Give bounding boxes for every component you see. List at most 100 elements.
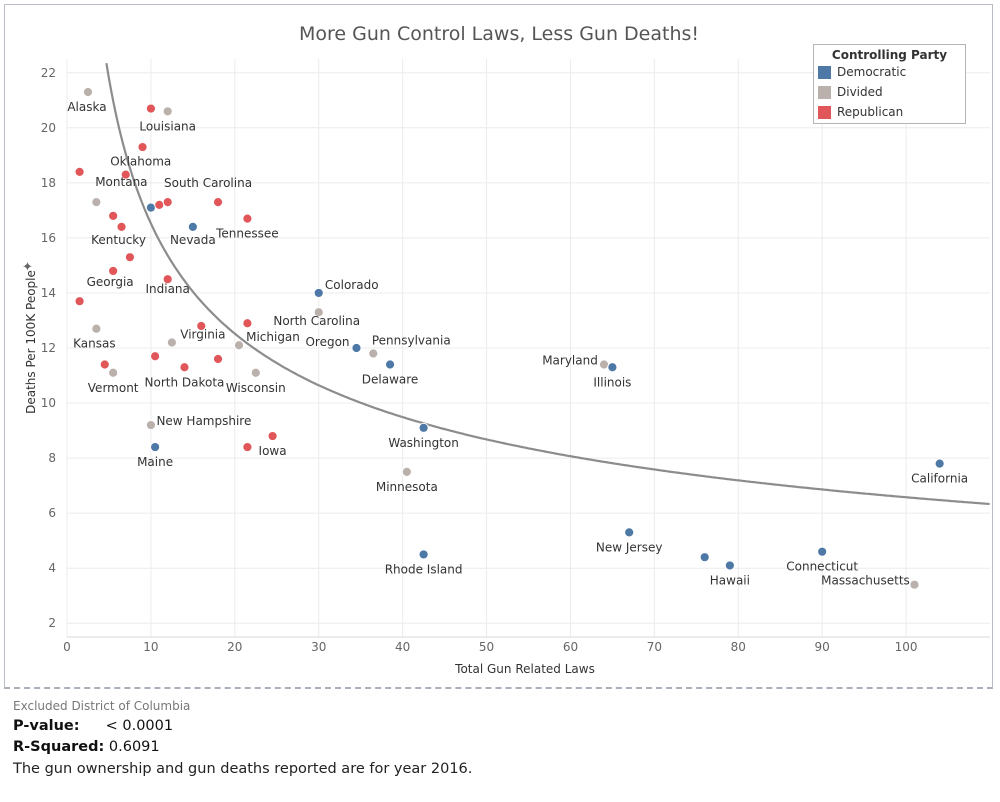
point-label: Tennessee bbox=[215, 227, 279, 241]
data-point[interactable] bbox=[108, 265, 119, 277]
data-point[interactable] bbox=[74, 296, 85, 307]
data-point[interactable] bbox=[166, 337, 177, 348]
axes: 2 4 6 8 10 12 14 16 18 20 22 0 10 20 30 40 50 60 70 80 90 100 bbox=[41, 66, 990, 654]
rsquared-row: R-Squared: 0.6091 bbox=[13, 737, 472, 758]
data-point[interactable] bbox=[82, 86, 94, 98]
legend-swatch-republican bbox=[818, 105, 831, 119]
point-label: California bbox=[911, 472, 968, 486]
data-point[interactable] bbox=[351, 342, 362, 354]
legend[interactable]: Controlling Party Democratic Divided Rep… bbox=[813, 44, 966, 124]
data-point[interactable] bbox=[145, 202, 157, 213]
pin-icon[interactable]: ✦ bbox=[22, 260, 33, 275]
point-label: Oklahoma bbox=[110, 155, 171, 169]
point-label: Iowa bbox=[259, 444, 287, 458]
data-point[interactable] bbox=[108, 367, 119, 378]
data-point[interactable] bbox=[74, 166, 85, 177]
data-point[interactable] bbox=[162, 274, 173, 285]
legend-item-divided[interactable]: Divided bbox=[814, 82, 965, 102]
x-tick-label: 40 bbox=[395, 640, 410, 654]
point-label: Illinois bbox=[593, 375, 631, 389]
point-label: South Carolina bbox=[164, 176, 252, 190]
data-point[interactable] bbox=[162, 197, 173, 208]
y-tick-label: 10 bbox=[41, 396, 56, 410]
data-point[interactable] bbox=[137, 141, 148, 153]
point-label: Kentucky bbox=[91, 233, 146, 247]
legend-label: Divided bbox=[837, 85, 883, 99]
data-point[interactable] bbox=[624, 527, 635, 538]
point-label: Nevada bbox=[170, 233, 216, 247]
data-point[interactable] bbox=[242, 318, 253, 329]
rsquared-value: 0.6091 bbox=[108, 739, 160, 755]
y-tick-label: 14 bbox=[41, 286, 56, 300]
data-point[interactable] bbox=[267, 430, 278, 442]
data-point[interactable] bbox=[313, 287, 324, 299]
pvalue-row: P-value: < 0.0001 bbox=[13, 716, 472, 737]
data-point[interactable] bbox=[116, 221, 127, 232]
data-point[interactable] bbox=[242, 213, 253, 224]
point-label: Georgia bbox=[87, 275, 134, 289]
point-label: Delaware bbox=[362, 373, 419, 387]
data-point[interactable] bbox=[242, 441, 253, 453]
point-label: New Jersey bbox=[596, 540, 663, 554]
data-point[interactable] bbox=[368, 348, 379, 359]
y-tick-label: 18 bbox=[41, 176, 56, 190]
data-point[interactable] bbox=[179, 362, 190, 373]
data-point[interactable] bbox=[313, 307, 324, 318]
data-point[interactable] bbox=[598, 359, 610, 370]
y-tick-label: 12 bbox=[41, 341, 56, 355]
point-label: Hawaii bbox=[710, 573, 750, 587]
data-point[interactable] bbox=[162, 106, 173, 117]
point-label: Kansas bbox=[73, 337, 115, 351]
data-point[interactable] bbox=[196, 320, 207, 332]
legend-item-republican[interactable]: Republican bbox=[814, 102, 965, 122]
data-point[interactable] bbox=[212, 353, 224, 365]
data-point[interactable] bbox=[124, 252, 136, 263]
point-labels: Alaska Louisiana Oklahoma Montana South Caro… bbox=[67, 100, 968, 588]
point-label: Montana bbox=[95, 175, 147, 189]
data-point[interactable] bbox=[724, 560, 735, 571]
data-point[interactable] bbox=[150, 351, 161, 362]
data-point[interactable] bbox=[150, 441, 161, 453]
data-point[interactable] bbox=[909, 579, 920, 590]
data-point[interactable] bbox=[154, 199, 165, 210]
y-tick-label: 2 bbox=[48, 616, 56, 630]
point-label: Connecticut bbox=[786, 560, 858, 574]
legend-swatch-divided bbox=[818, 85, 831, 99]
data-point[interactable] bbox=[99, 359, 110, 370]
data-point[interactable] bbox=[418, 549, 429, 560]
data-point[interactable] bbox=[418, 422, 429, 433]
data-point[interactable] bbox=[934, 458, 945, 469]
data-point[interactable] bbox=[233, 340, 245, 351]
point-label: North Dakota bbox=[145, 375, 225, 389]
data-point[interactable] bbox=[401, 466, 412, 477]
data-point[interactable] bbox=[120, 169, 131, 180]
y-axis-title: Deaths Per 100K People bbox=[24, 270, 38, 414]
data-point[interactable] bbox=[91, 323, 102, 334]
data-point[interactable] bbox=[607, 362, 618, 373]
x-tick-label: 30 bbox=[311, 640, 326, 654]
gridlines bbox=[66, 59, 990, 637]
x-tick-label: 50 bbox=[479, 640, 494, 654]
x-tick-label: 80 bbox=[731, 640, 746, 654]
caption-panel: Excluded District of Columbia P-value: <… bbox=[13, 699, 472, 780]
data-point[interactable] bbox=[145, 419, 157, 431]
data-point[interactable] bbox=[145, 103, 157, 114]
data-point[interactable] bbox=[699, 552, 710, 563]
data-point[interactable] bbox=[212, 197, 224, 208]
data-year-caption: The gun ownership and gun deaths reporte… bbox=[13, 761, 473, 777]
legend-item-democratic[interactable]: Democratic bbox=[814, 62, 965, 82]
legend-swatch-democratic bbox=[818, 65, 831, 79]
data-point[interactable] bbox=[384, 359, 396, 370]
legend-label: Republican bbox=[837, 105, 904, 119]
data-points bbox=[74, 86, 945, 590]
y-tick-label: 4 bbox=[48, 561, 56, 575]
data-point[interactable] bbox=[187, 221, 198, 232]
x-tick-label: 0 bbox=[63, 640, 71, 654]
data-point[interactable] bbox=[108, 210, 119, 221]
data-point[interactable] bbox=[91, 197, 102, 208]
data-point[interactable] bbox=[817, 546, 828, 557]
point-label: Rhode Island bbox=[385, 562, 463, 576]
data-point[interactable] bbox=[250, 367, 261, 378]
y-tick-label: 22 bbox=[41, 66, 56, 80]
chart-frame: More Gun Control Laws, Less Gun Deaths! … bbox=[4, 4, 993, 689]
